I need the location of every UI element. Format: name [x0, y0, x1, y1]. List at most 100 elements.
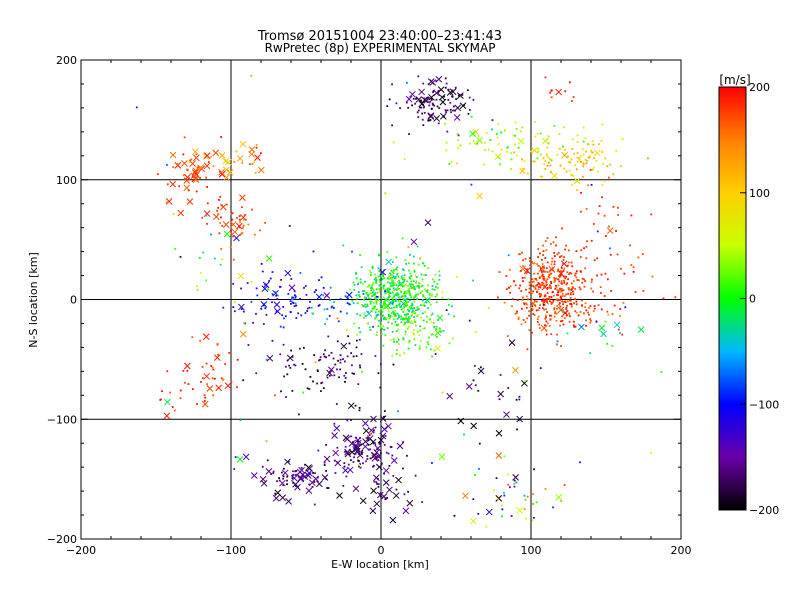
- data-point: [333, 374, 336, 377]
- data-point-cross: [262, 281, 270, 289]
- data-point: [497, 123, 500, 125]
- data-point-cross: [165, 198, 173, 205]
- data-point: [211, 377, 214, 380]
- data-point: [336, 317, 339, 320]
- data-point: [557, 268, 560, 271]
- data-point: [581, 304, 584, 307]
- data-point: [380, 418, 383, 421]
- data-point: [387, 452, 390, 455]
- data-point: [318, 304, 321, 306]
- data-point: [579, 256, 582, 258]
- data-point: [429, 303, 432, 306]
- data-point: [322, 286, 325, 289]
- data-point: [374, 273, 377, 276]
- data-point: [384, 292, 387, 295]
- data-point: [587, 156, 590, 159]
- data-point: [239, 221, 241, 223]
- data-point: [375, 276, 377, 279]
- data-point: [384, 334, 387, 337]
- data-point: [401, 283, 404, 285]
- data-point: [433, 288, 436, 291]
- data-point: [416, 285, 419, 288]
- data-point: [308, 306, 311, 309]
- data-point-cross: [382, 467, 390, 474]
- data-point: [366, 285, 369, 288]
- data-point: [533, 468, 535, 471]
- data-point-cross: [369, 438, 377, 446]
- data-point: [491, 150, 494, 153]
- data-point: [383, 301, 386, 304]
- data-point: [393, 340, 395, 343]
- data-point: [375, 333, 378, 336]
- data-point: [587, 184, 589, 187]
- data-point: [333, 459, 336, 462]
- data-point: [483, 149, 486, 151]
- data-point: [294, 296, 297, 299]
- data-point: [511, 305, 513, 308]
- data-point: [545, 280, 548, 283]
- data-point: [545, 153, 548, 155]
- data-point: [290, 349, 293, 352]
- data-point: [401, 237, 404, 240]
- data-point: [452, 337, 454, 340]
- data-point: [372, 442, 375, 445]
- data-point: [306, 310, 309, 312]
- data-point: [397, 287, 400, 290]
- data-point: [436, 105, 439, 108]
- data-point: [395, 306, 398, 309]
- data-point-cross: [248, 146, 256, 153]
- data-point: [212, 368, 215, 371]
- data-point-cross: [326, 369, 333, 377]
- data-point: [187, 189, 190, 192]
- data-point: [312, 472, 315, 474]
- data-point: [560, 287, 563, 290]
- data-point: [183, 136, 186, 139]
- data-point-cross: [494, 153, 502, 161]
- data-point-cross: [395, 476, 402, 484]
- data-point: [600, 139, 603, 142]
- data-point: [398, 281, 401, 284]
- data-point: [267, 298, 270, 300]
- data-point: [368, 326, 371, 329]
- data-point: [304, 463, 306, 466]
- data-point: [518, 287, 521, 290]
- data-point: [424, 288, 427, 291]
- data-point: [588, 313, 590, 316]
- data-point: [393, 294, 396, 297]
- data-point: [294, 302, 297, 305]
- data-point: [416, 298, 419, 301]
- data-point: [606, 165, 609, 168]
- data-point: [472, 498, 475, 501]
- data-point: [356, 333, 359, 336]
- data-point: [190, 158, 193, 161]
- data-point-cross: [606, 227, 614, 235]
- data-point: [559, 287, 561, 290]
- data-point: [398, 279, 400, 282]
- data-point: [252, 321, 254, 324]
- data-point: [412, 307, 415, 310]
- data-point: [221, 379, 224, 382]
- data-point-cross: [336, 492, 343, 499]
- data-point: [576, 134, 579, 137]
- data-point: [391, 330, 394, 333]
- data-point: [431, 355, 433, 358]
- data-point: [566, 304, 568, 307]
- data-point: [346, 355, 349, 358]
- data-point: [334, 472, 337, 474]
- data-point: [542, 282, 545, 285]
- data-point: [603, 179, 606, 182]
- data-point: [523, 160, 526, 163]
- data-point: [432, 322, 435, 324]
- data-point: [188, 161, 191, 164]
- data-point: [273, 394, 276, 397]
- data-point: [530, 281, 533, 284]
- data-point: [351, 372, 354, 375]
- data-point: [230, 212, 233, 215]
- data-point: [393, 282, 396, 285]
- data-point: [590, 239, 593, 242]
- data-point: [403, 280, 405, 283]
- data-point: [425, 346, 428, 349]
- data-point: [599, 292, 602, 294]
- data-point: [415, 97, 417, 100]
- data-point: [451, 305, 453, 308]
